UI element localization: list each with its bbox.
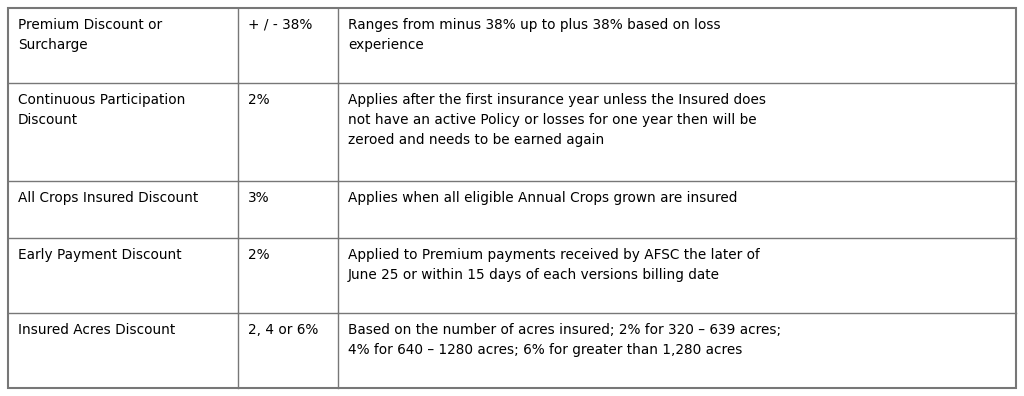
Text: 3%: 3% bbox=[248, 191, 269, 205]
Text: + / - 38%: + / - 38% bbox=[248, 18, 312, 32]
Text: 2%: 2% bbox=[248, 248, 269, 263]
Text: Ranges from minus 38% up to plus 38% based on loss
experience: Ranges from minus 38% up to plus 38% bas… bbox=[348, 18, 721, 52]
Text: Based on the number of acres insured; 2% for 320 – 639 acres;
4% for 640 – 1280 : Based on the number of acres insured; 2%… bbox=[348, 323, 781, 357]
Text: Applied to Premium payments received by AFSC the later of
June 25 or within 15 d: Applied to Premium payments received by … bbox=[348, 248, 760, 282]
Text: 2, 4 or 6%: 2, 4 or 6% bbox=[248, 323, 318, 337]
Text: Applies when all eligible Annual Crops grown are insured: Applies when all eligible Annual Crops g… bbox=[348, 191, 737, 205]
Text: All Crops Insured Discount: All Crops Insured Discount bbox=[18, 191, 199, 205]
Text: 2%: 2% bbox=[248, 93, 269, 107]
Text: Insured Acres Discount: Insured Acres Discount bbox=[18, 323, 175, 337]
Text: Early Payment Discount: Early Payment Discount bbox=[18, 248, 181, 263]
Text: Continuous Participation
Discount: Continuous Participation Discount bbox=[18, 93, 185, 127]
Text: Applies after the first insurance year unless the Insured does
not have an activ: Applies after the first insurance year u… bbox=[348, 93, 766, 147]
Text: Premium Discount or
Surcharge: Premium Discount or Surcharge bbox=[18, 18, 162, 52]
